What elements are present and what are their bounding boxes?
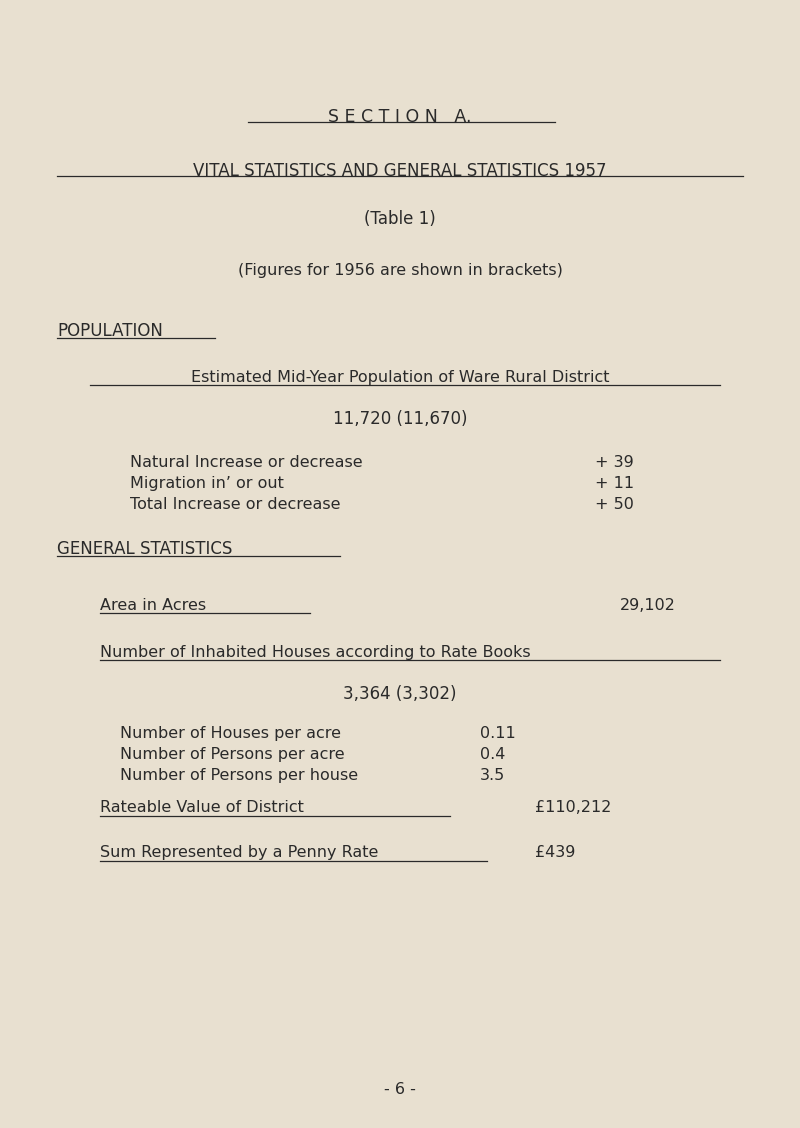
Text: (Table 1): (Table 1) <box>364 210 436 228</box>
Text: Natural Increase or decrease: Natural Increase or decrease <box>130 455 362 470</box>
Text: 0.4: 0.4 <box>480 747 506 763</box>
Text: 3.5: 3.5 <box>480 768 506 783</box>
Text: POPULATION: POPULATION <box>57 321 163 340</box>
Text: Total Increase or decrease: Total Increase or decrease <box>130 497 341 512</box>
Text: Area in Acres: Area in Acres <box>100 598 206 613</box>
Text: S E C T I O N   A.: S E C T I O N A. <box>328 108 472 126</box>
Text: 29,102: 29,102 <box>620 598 676 613</box>
Text: £110,212: £110,212 <box>535 800 611 816</box>
Text: 0.11: 0.11 <box>480 726 516 741</box>
Text: VITAL STATISTICS AND GENERAL STATISTICS 1957: VITAL STATISTICS AND GENERAL STATISTICS … <box>194 162 606 180</box>
Text: £439: £439 <box>535 845 575 860</box>
Text: - 6 -: - 6 - <box>384 1082 416 1098</box>
Text: Number of Persons per house: Number of Persons per house <box>120 768 358 783</box>
Text: Rateable Value of District: Rateable Value of District <box>100 800 304 816</box>
Text: + 39: + 39 <box>595 455 634 470</box>
Text: GENERAL STATISTICS: GENERAL STATISTICS <box>57 540 232 558</box>
Text: (Figures for 1956 are shown in brackets): (Figures for 1956 are shown in brackets) <box>238 263 562 277</box>
Text: + 11: + 11 <box>595 476 634 491</box>
Text: Sum Represented by a Penny Rate: Sum Represented by a Penny Rate <box>100 845 378 860</box>
Text: 11,720 (11,670): 11,720 (11,670) <box>333 409 467 428</box>
Text: 3,364 (3,302): 3,364 (3,302) <box>343 685 457 703</box>
Text: Number of Houses per acre: Number of Houses per acre <box>120 726 341 741</box>
Text: Number of Inhabited Houses according to Rate Books: Number of Inhabited Houses according to … <box>100 645 530 660</box>
Text: Estimated Mid-Year Population of Ware Rural District: Estimated Mid-Year Population of Ware Ru… <box>190 370 610 385</box>
Text: + 50: + 50 <box>595 497 634 512</box>
Text: Number of Persons per acre: Number of Persons per acre <box>120 747 345 763</box>
Text: Migration in’ or out: Migration in’ or out <box>130 476 284 491</box>
